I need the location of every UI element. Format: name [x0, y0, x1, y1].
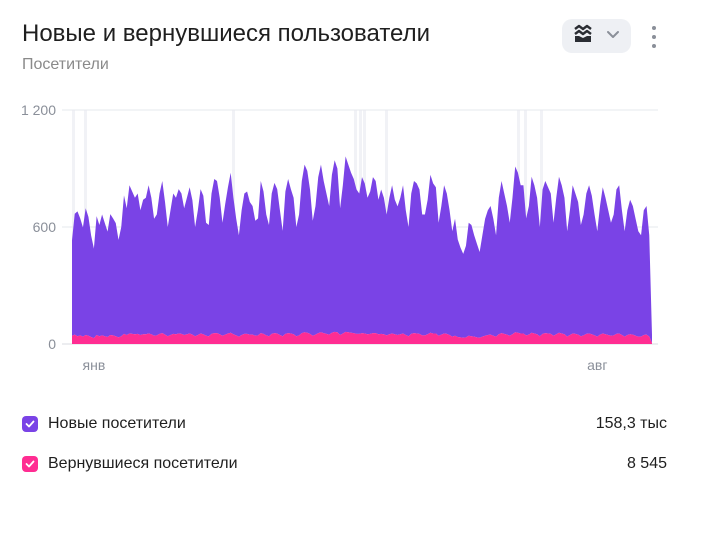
more-dot [652, 26, 656, 30]
chevron-down-icon [605, 26, 621, 47]
x-tick-label: янв [83, 357, 106, 373]
legend-item-new-visitors[interactable]: Новые посетители 158,3 тыс [22, 412, 667, 436]
legend-value: 158,3 тыс [595, 415, 667, 432]
series-area-returning-visitors [72, 331, 652, 344]
legend-label: Новые посетители [48, 415, 186, 432]
chart-type-selector[interactable] [562, 19, 631, 53]
legend-item-returning-visitors[interactable]: Вернувшиеся посетители 8 545 [22, 452, 667, 476]
legend-value: 8 545 [626, 455, 667, 472]
checkbox-checked-icon[interactable] [22, 456, 38, 472]
y-tick-label: 600 [33, 219, 57, 235]
series-area-new-visitors [72, 156, 652, 343]
more-menu-button[interactable] [647, 26, 661, 48]
x-tick-label: авг [587, 357, 607, 373]
stacked-area-chart: 0 600 1 200 янв авг [21, 102, 658, 373]
y-tick-label: 1 200 [21, 102, 56, 118]
legend-label: Вернувшиеся посетители [48, 455, 238, 472]
checkbox-checked-icon[interactable] [22, 416, 38, 432]
chart-title: Новые и вернувшиеся пользователи [22, 20, 431, 47]
more-dot [652, 44, 656, 48]
stacked-area-icon [573, 24, 593, 49]
more-dot [652, 35, 656, 39]
chart-subtitle: Посетители [22, 56, 109, 73]
y-tick-label: 0 [48, 336, 56, 352]
